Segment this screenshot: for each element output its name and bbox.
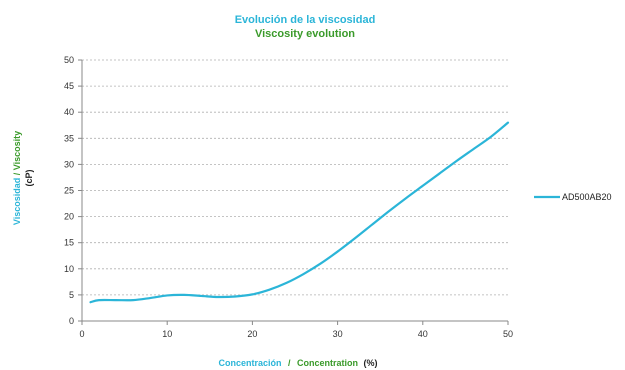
axes (78, 59, 509, 325)
x-tick-label: 0 (79, 329, 84, 339)
x-tick-labels: 0 10 20 30 40 50 (79, 329, 513, 339)
y-tick-label: 10 (64, 264, 74, 274)
x-tick-label: 50 (503, 329, 513, 339)
grid-lines (82, 59, 508, 296)
x-tick-label: 20 (247, 329, 257, 339)
y-tick-label: 45 (64, 81, 74, 91)
series-line (89, 121, 510, 304)
x-axis-label-secondary: Concentration (297, 358, 358, 368)
x-tick-label: 10 (162, 329, 172, 339)
y-tick-label: 50 (64, 55, 74, 65)
chart-subtitle: Viscosity evolution (255, 28, 355, 40)
y-tick-label: 15 (64, 238, 74, 248)
y-axis-label: Viscosidad / Viscosity (cP) (12, 131, 34, 225)
x-axis-unit: (%) (364, 358, 378, 368)
chart-title: Evolución de la viscosidad (235, 14, 376, 26)
legend: AD500AB20 (534, 192, 612, 202)
y-axis-label-primary: Viscosidad (12, 178, 22, 225)
y-axis-unit: (cP) (24, 169, 34, 186)
x-axis-label-primary: Concentración (218, 358, 281, 368)
y-axis-label-secondary: Viscosity (12, 131, 22, 170)
legend-label: AD500AB20 (562, 192, 612, 202)
y-tick-label: 25 (64, 186, 74, 196)
y-tick-label: 30 (64, 159, 74, 169)
x-tick-label: 40 (418, 329, 428, 339)
svg-text:Viscosidad / Visco: Viscosidad / Viscosity (12, 131, 22, 225)
y-axis-label-separator: / (12, 172, 22, 175)
y-tick-label: 20 (64, 212, 74, 222)
y-tick-label: 0 (69, 316, 74, 326)
x-axis-label-separator: / (288, 358, 291, 368)
x-axis-label: Concentración / Concentration (%) (218, 358, 377, 368)
y-tick-labels: 0 5 10 15 20 25 30 35 40 45 50 (64, 55, 74, 326)
y-tick-label: 35 (64, 133, 74, 143)
x-tick-label: 30 (333, 329, 343, 339)
y-tick-label: 5 (69, 290, 74, 300)
series-lines (89, 121, 510, 304)
y-tick-label: 40 (64, 107, 74, 117)
